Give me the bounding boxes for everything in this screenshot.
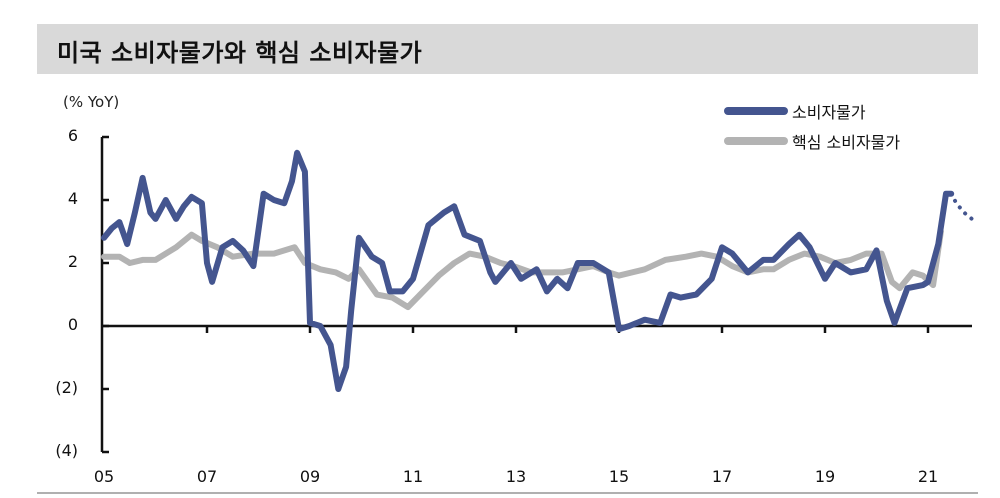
cpi-line [101,149,955,392]
y-tick-label: (2) [55,378,78,397]
x-tick-label: 15 [608,467,630,486]
y-tick-label: 0 [67,315,78,334]
legend-swatch-cpi [724,107,788,115]
y-tick-label: 4 [67,189,78,208]
legend-item-core-cpi: 핵심 소비자물가 [724,126,900,156]
x-tick-label: 11 [402,467,424,486]
legend-label-cpi: 소비자물가 [792,103,866,122]
legend-swatch-core-cpi [724,137,788,145]
chart-title-bar: 미국 소비자물가와 핵심 소비자물가 [37,24,978,74]
y-tick-label: 2 [67,252,78,271]
x-tick-label: 07 [196,467,218,486]
y-axis-unit-label: (% YoY) [63,93,120,111]
x-tick-label: 09 [299,467,321,486]
legend: 소비자물가 핵심 소비자물가 [724,96,900,156]
y-tick-label: (4) [55,441,78,460]
x-tick-label: 19 [814,467,836,486]
y-tick-label: 6 [67,126,78,145]
chart-title: 미국 소비자물가와 핵심 소비자물가 [57,39,423,67]
x-tick-label: 13 [505,467,527,486]
x-tick-label: 21 [917,467,939,486]
legend-item-cpi: 소비자물가 [724,96,900,126]
bottom-divider [37,492,978,494]
x-tick-label: 05 [93,467,115,486]
x-tick-label: 17 [711,467,733,486]
legend-label-core-cpi: 핵심 소비자물가 [792,133,901,152]
cpi-forecast-dotted-line [949,191,974,221]
